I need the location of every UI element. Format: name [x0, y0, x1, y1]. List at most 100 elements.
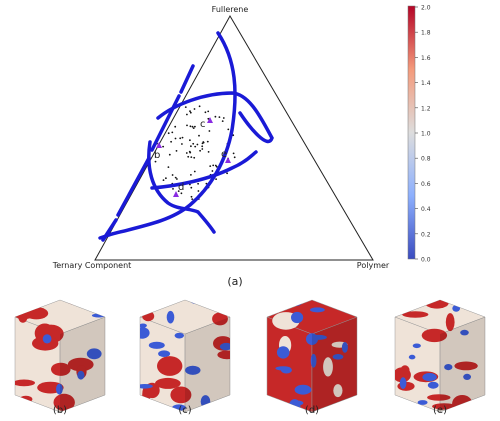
domain-blob — [412, 343, 421, 349]
domain-blob — [89, 300, 105, 305]
domain-blob — [333, 384, 343, 398]
cube-domains — [272, 300, 348, 412]
sample-point — [194, 125, 196, 128]
colorbar-tick-label: 0.4 — [421, 206, 431, 213]
colorbar-tick-label: 0.8 — [421, 156, 431, 163]
domain-blob — [42, 334, 52, 344]
domain-blob — [444, 364, 453, 371]
sample-point — [211, 170, 214, 172]
ternary-diagram: b c d e Fullerene Ternary Component Poly… — [52, 5, 390, 288]
sample-point — [227, 128, 230, 131]
domain-blob — [395, 367, 411, 383]
sample-point — [154, 160, 157, 163]
sample-point — [221, 120, 224, 122]
domain-blob — [166, 310, 175, 324]
boundary-curve-inner — [150, 150, 258, 190]
sample-point — [181, 143, 183, 145]
sample-point — [193, 156, 196, 159]
domain-blob — [219, 342, 230, 351]
sample-point — [191, 198, 194, 201]
domain-blob — [402, 311, 429, 318]
caption-a: (a) — [227, 275, 242, 288]
svg-text:d: d — [178, 182, 184, 193]
sample-point — [187, 155, 190, 158]
sample-point — [201, 148, 204, 150]
sample-point — [190, 186, 193, 189]
cube-caption: (e) — [433, 405, 447, 416]
sample-point — [208, 130, 211, 132]
sample-point — [186, 113, 188, 116]
domain-blob — [212, 312, 228, 326]
sample-point — [214, 164, 217, 167]
cube-domains — [15, 300, 105, 411]
domain-blob — [323, 357, 333, 377]
sample-point — [196, 143, 199, 146]
domain-blob — [67, 357, 94, 372]
sample-point — [170, 140, 173, 143]
domain-blob — [51, 362, 71, 376]
domain-blob — [86, 348, 102, 360]
sample-point — [162, 145, 165, 148]
phase-boundaries — [98, 31, 274, 242]
cube-shade — [60, 317, 105, 412]
colorbar-tick-label: 1.0 — [421, 131, 431, 138]
colorbar-tick-label: 1.8 — [421, 30, 431, 37]
domain-blob — [53, 393, 75, 411]
domain-blob — [276, 346, 290, 359]
sample-point — [184, 106, 187, 108]
domain-blob — [421, 328, 448, 343]
domain-blob — [77, 370, 85, 380]
sample-point — [207, 151, 210, 153]
sample-point — [177, 190, 180, 193]
domain-blob — [422, 373, 437, 382]
sample-point — [185, 152, 188, 154]
domain-blob — [445, 313, 455, 332]
sample-point — [197, 190, 200, 192]
sample-point — [190, 145, 192, 148]
cube-caption: (c) — [178, 405, 191, 416]
svg-text:c: c — [200, 119, 206, 130]
cube-shade — [185, 317, 230, 412]
domain-blob — [288, 399, 301, 412]
domain-blob — [332, 354, 344, 360]
sample-point — [171, 131, 174, 134]
sample-point — [218, 116, 221, 118]
cube-caption: (b) — [53, 405, 67, 416]
domain-blob — [427, 394, 451, 401]
sample-point — [190, 156, 193, 159]
colorbar-tick-label: 1.4 — [421, 80, 431, 87]
sample-point — [180, 192, 183, 195]
domain-blob — [174, 332, 184, 339]
sample-point — [207, 110, 210, 113]
sample-point — [207, 117, 210, 120]
morphology-cubes: (b) (c) (d) (e) — [14, 299, 486, 416]
domain-blob — [460, 329, 469, 336]
cube-shade — [440, 317, 485, 412]
sample-point — [194, 145, 197, 148]
cube-c: (c) — [139, 299, 231, 416]
domain-blob — [140, 384, 153, 389]
sample-point — [192, 142, 195, 145]
domain-blob — [478, 400, 485, 409]
domain-blob — [454, 361, 478, 371]
cube-top-face — [139, 299, 231, 335]
sample-point — [214, 115, 217, 118]
sample-point — [186, 124, 188, 127]
sample-point — [222, 117, 225, 119]
domain-blob — [406, 303, 422, 309]
domain-blob — [140, 327, 150, 339]
domain-blob — [294, 384, 312, 395]
sample-point — [179, 137, 182, 140]
sample-point — [215, 178, 218, 181]
colorbar-gradient — [407, 5, 416, 260]
domain-blob — [158, 350, 171, 358]
sample-point — [198, 105, 201, 108]
vertex-label-left: Ternary Component — [52, 261, 132, 270]
domain-blob — [170, 386, 192, 404]
domain-blob — [341, 342, 348, 353]
sample-point — [176, 178, 178, 180]
sample-point — [189, 125, 192, 128]
svg-text:e: e — [221, 149, 227, 160]
domain-blob — [432, 403, 457, 410]
